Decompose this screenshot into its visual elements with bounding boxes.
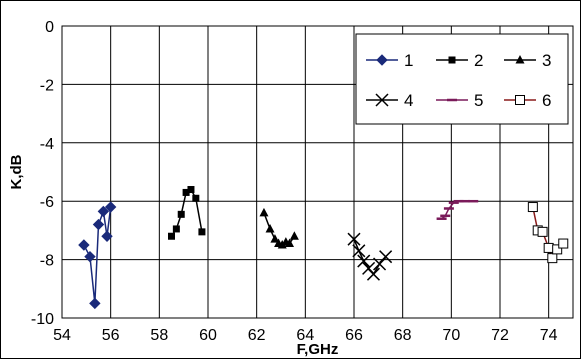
legend-item: 1 [366,51,413,70]
series-4 [347,232,393,281]
legend-swatch-marker [376,54,388,66]
series-4-point [373,257,387,271]
legend: 1 2 3 4 5 6 [355,33,569,125]
y-tick-label: -10 [31,311,54,328]
legend-swatch-marker [448,56,456,64]
series-3-point [265,223,275,233]
series-6-point [543,242,554,253]
y-tick-label: -8 [40,253,54,270]
x-tick-label: 68 [394,327,412,344]
x-axis-ticks: 54 56 58 60 62 64 66 68 70 72 74 [53,327,558,344]
series-6-point [552,244,563,255]
legend-item: 3 [504,51,551,70]
series-6-point [527,202,538,213]
y-tick-label: -6 [40,194,54,211]
series-3-point [285,238,295,248]
series-4-point [366,267,380,281]
data-series [78,186,569,310]
series-4-point [357,254,371,268]
legend-item: 2 [436,51,483,70]
legend-swatch-marker [515,95,525,105]
legend-label: 2 [474,51,483,70]
x-tick-label: 54 [53,327,71,344]
series-3-point [270,234,280,243]
series-6 [527,202,569,264]
x-tick-label: 66 [345,327,363,344]
legend-item: 4 [366,91,413,110]
series-3 [259,207,299,249]
series-2-point [192,194,200,202]
y-axis-ticks: 0 -2 -4 -6 -8 -10 [31,19,54,328]
x-tick-label: 64 [296,327,314,344]
series-4-point [352,244,366,258]
series-3-point [259,207,269,217]
legend-item: 5 [436,91,483,110]
series-6-point [537,226,548,237]
series-5 [436,199,479,220]
series-4-point [379,250,393,264]
series-2-point [198,228,206,236]
series-1-point [89,297,101,310]
legend-label: 5 [474,91,483,110]
x-tick-label: 72 [491,327,509,344]
y-axis-title: K,dB [8,154,25,189]
x-tick-label: 56 [102,327,120,344]
series-1-point [92,218,105,231]
y-tick-label: 0 [45,19,54,36]
plot-area [61,25,574,319]
series-2-point [172,225,180,233]
series-2-point [177,210,185,218]
series-1-point [104,201,117,213]
series-2-point [187,186,195,194]
series-2 [168,186,206,240]
legend-label: 4 [404,91,413,110]
legend-swatch-marker [375,93,389,107]
series-6-point [547,253,558,264]
series-2-point [182,188,190,196]
x-tick-label: 58 [150,327,168,344]
series-4-point [347,232,361,246]
series-1-point [97,205,110,218]
legend-label: 1 [404,51,413,70]
legend-label: 3 [542,51,551,70]
series-1-point [101,230,113,242]
series-2-point [168,232,175,240]
legend-box [355,33,569,125]
x-tick-label: 74 [540,327,558,344]
series-1-point [84,250,96,263]
y-tick-label: -4 [40,136,54,153]
legend-label: 6 [542,91,551,110]
x-axis-title: F,GHz [297,341,339,358]
series-6-point [558,238,569,249]
series-3-point [289,231,299,240]
series-1 [78,201,117,310]
x-tick-label: 60 [199,327,217,344]
x-tick-label: 70 [442,327,460,344]
y-tick-label: -2 [40,77,54,94]
legend-swatch-marker [515,55,525,64]
x-tick-label: 62 [248,327,266,344]
legend-item: 6 [504,91,551,110]
series-1-point [78,239,90,251]
